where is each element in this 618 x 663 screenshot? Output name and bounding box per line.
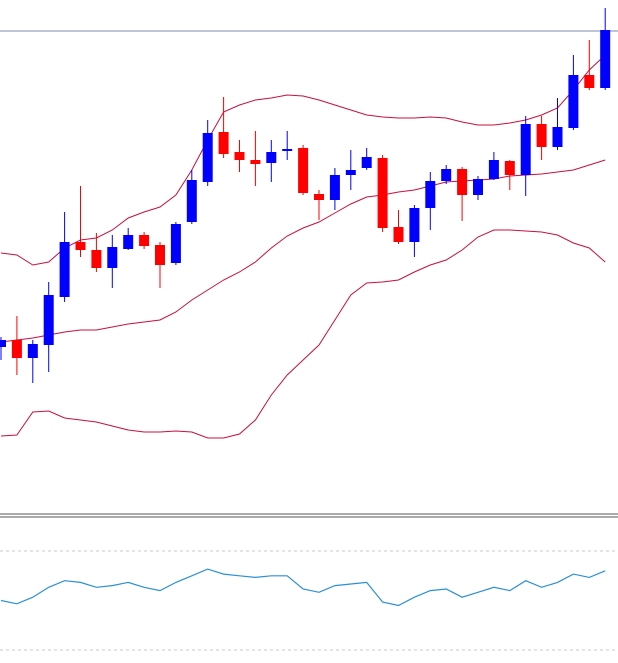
candle-body xyxy=(11,340,22,358)
candle-body xyxy=(75,242,86,250)
candle-body xyxy=(234,152,245,160)
candle-body xyxy=(473,179,483,195)
candle-body xyxy=(250,160,261,164)
candle-body xyxy=(282,149,293,151)
candle-body xyxy=(329,175,340,200)
bollinger-upper xyxy=(0,54,606,266)
candle-body xyxy=(441,169,452,181)
candle-body xyxy=(218,132,229,154)
candle-body xyxy=(266,152,277,163)
candle-body xyxy=(170,224,181,263)
candle-body xyxy=(488,160,499,179)
candle-body xyxy=(202,133,213,182)
candle-body xyxy=(314,194,324,200)
candle-body xyxy=(361,157,372,168)
candle-body xyxy=(584,75,595,88)
candle-body xyxy=(298,148,309,193)
candle-body xyxy=(520,124,531,175)
candle-body xyxy=(425,181,436,208)
candle-body xyxy=(504,161,515,175)
candle-body xyxy=(155,245,165,265)
candle-body xyxy=(59,242,70,297)
candle-body xyxy=(0,340,6,347)
candle-body xyxy=(536,124,547,147)
candle-body xyxy=(186,180,197,222)
candle-body xyxy=(43,295,54,345)
candle-body xyxy=(552,127,563,147)
candle-body xyxy=(345,170,356,175)
candle-body xyxy=(568,75,579,128)
candle-body xyxy=(91,250,102,268)
oscillator-line xyxy=(0,568,606,607)
candle-body xyxy=(27,344,38,358)
candle-body xyxy=(139,235,150,246)
candle-body xyxy=(393,227,404,242)
candle-body xyxy=(377,158,388,228)
bollinger-middle xyxy=(0,159,606,343)
candle-body xyxy=(600,30,611,88)
candle-body xyxy=(457,169,468,195)
bollinger-lower xyxy=(0,229,606,439)
candle-body xyxy=(107,247,118,268)
candle-body xyxy=(123,235,134,249)
candle-body xyxy=(409,208,420,242)
